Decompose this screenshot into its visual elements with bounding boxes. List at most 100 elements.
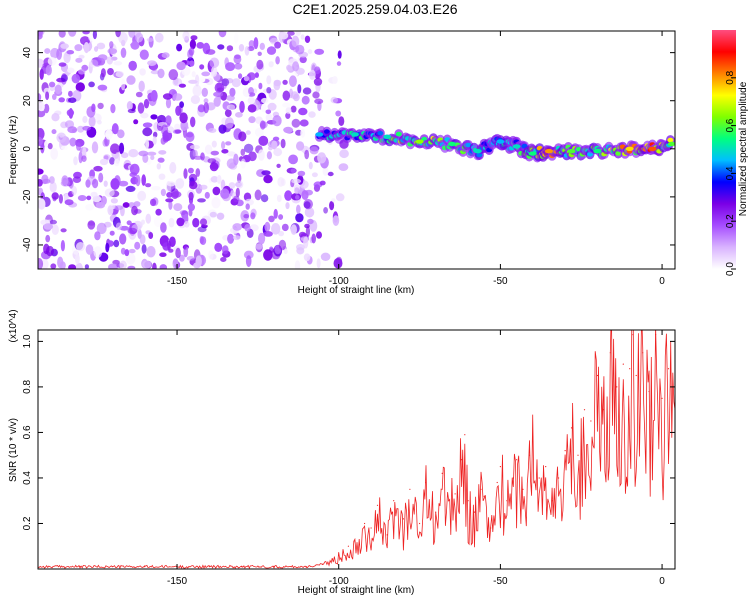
- noise-cell: [160, 188, 166, 197]
- noise-cell: [261, 97, 269, 104]
- noise-cell: [152, 136, 157, 145]
- noise-cell: [141, 174, 146, 186]
- noise-cell: [209, 211, 217, 218]
- noise-cell: [290, 105, 297, 113]
- noise-cell: [226, 104, 236, 111]
- noise-cell: [329, 200, 335, 211]
- snr-point: [409, 488, 411, 490]
- noise-cell: [126, 220, 132, 226]
- noise-cell: [226, 95, 235, 101]
- noise-cell: [133, 201, 141, 207]
- noise-cell: [47, 57, 57, 66]
- noise-cell: [238, 73, 243, 79]
- noise-cell: [233, 195, 240, 203]
- snr-point: [629, 368, 631, 370]
- noise-cell: [140, 112, 149, 119]
- noise-cell: [138, 80, 145, 92]
- noise-cell: [263, 174, 273, 184]
- snr-point: [490, 527, 492, 529]
- noise-cell: [126, 75, 136, 85]
- snr-point: [402, 518, 404, 520]
- noise-cell: [294, 187, 300, 195]
- noise-cell: [272, 115, 282, 127]
- signal-point: [625, 146, 634, 151]
- noise-cell: [197, 104, 206, 113]
- noise-cell: [46, 245, 54, 257]
- noise-cell: [266, 87, 272, 94]
- noise-cell: [111, 123, 119, 135]
- snr-point: [467, 500, 469, 502]
- noise-cell: [146, 37, 154, 42]
- noise-cell: [97, 120, 102, 125]
- signal-cell: [476, 152, 483, 158]
- noise-cell: [143, 98, 150, 109]
- noise-cell: [305, 226, 310, 237]
- noise-cell: [254, 189, 262, 201]
- noise-cell: [299, 119, 309, 127]
- noise-cell: [51, 224, 59, 235]
- noise-cell: [51, 192, 59, 200]
- noise-cell: [60, 145, 68, 150]
- noise-cell: [291, 118, 301, 128]
- noise-cell: [266, 46, 277, 55]
- noise-cell: [339, 149, 349, 159]
- signal-point: [512, 144, 521, 149]
- noise-cell: [47, 142, 53, 150]
- noise-cell: [38, 31, 43, 37]
- noise-cell: [176, 217, 185, 227]
- signal-point: [447, 141, 456, 147]
- noise-cell: [195, 255, 202, 268]
- signal-point: [350, 132, 359, 137]
- noise-cell: [42, 178, 51, 184]
- noise-cell: [67, 126, 78, 134]
- noise-cell: [296, 247, 305, 255]
- noise-cell: [112, 259, 120, 265]
- colorbar-label: Normalized spectral amplitude: [738, 81, 749, 216]
- noise-cell: [322, 166, 329, 176]
- noise-cell: [150, 90, 158, 102]
- noise-cell: [146, 246, 156, 258]
- snr-series: [38, 330, 675, 569]
- noise-cell: [38, 136, 43, 147]
- noise-cell: [73, 156, 78, 166]
- colorbar-tick-label: 0.4: [725, 166, 736, 180]
- noise-cell: [231, 78, 241, 88]
- noise-cell: [327, 171, 334, 177]
- snr-point: [473, 511, 476, 513]
- noise-cell: [51, 113, 60, 122]
- noise-cell: [165, 115, 172, 126]
- noise-cell: [196, 42, 205, 49]
- noise-cell: [119, 233, 127, 245]
- noise-cell: [139, 68, 146, 76]
- noise-cell: [276, 163, 281, 168]
- noise-cell: [308, 161, 313, 170]
- noise-cell: [78, 54, 85, 59]
- noise-cell: [104, 188, 115, 197]
- noise-cell: [96, 222, 107, 235]
- noise-cell: [290, 168, 297, 174]
- noise-cell: [266, 75, 272, 85]
- noise-cell: [146, 151, 157, 156]
- noise-cell: [332, 76, 338, 84]
- noise-cell: [61, 74, 68, 82]
- noise-cell: [300, 128, 306, 138]
- noise-cell: [238, 131, 247, 142]
- signal-point: [415, 139, 424, 144]
- noise-cell: [233, 32, 239, 44]
- noise-cell: [282, 102, 291, 108]
- noise-cell: [141, 244, 147, 254]
- noise-cell: [98, 172, 104, 183]
- noise-cell: [49, 219, 57, 225]
- snr-point: [528, 454, 531, 456]
- noise-cell: [84, 264, 89, 269]
- noise-cell: [45, 64, 52, 76]
- noise-cell: [210, 176, 219, 183]
- noise-cell: [45, 91, 50, 100]
- noise-cell: [275, 56, 280, 65]
- noise-cell: [314, 48, 325, 55]
- noise-cell: [44, 48, 51, 54]
- noise-cell: [56, 48, 62, 60]
- noise-cell: [277, 177, 285, 187]
- snr-point: [655, 334, 657, 336]
- noise-cell: [209, 162, 219, 172]
